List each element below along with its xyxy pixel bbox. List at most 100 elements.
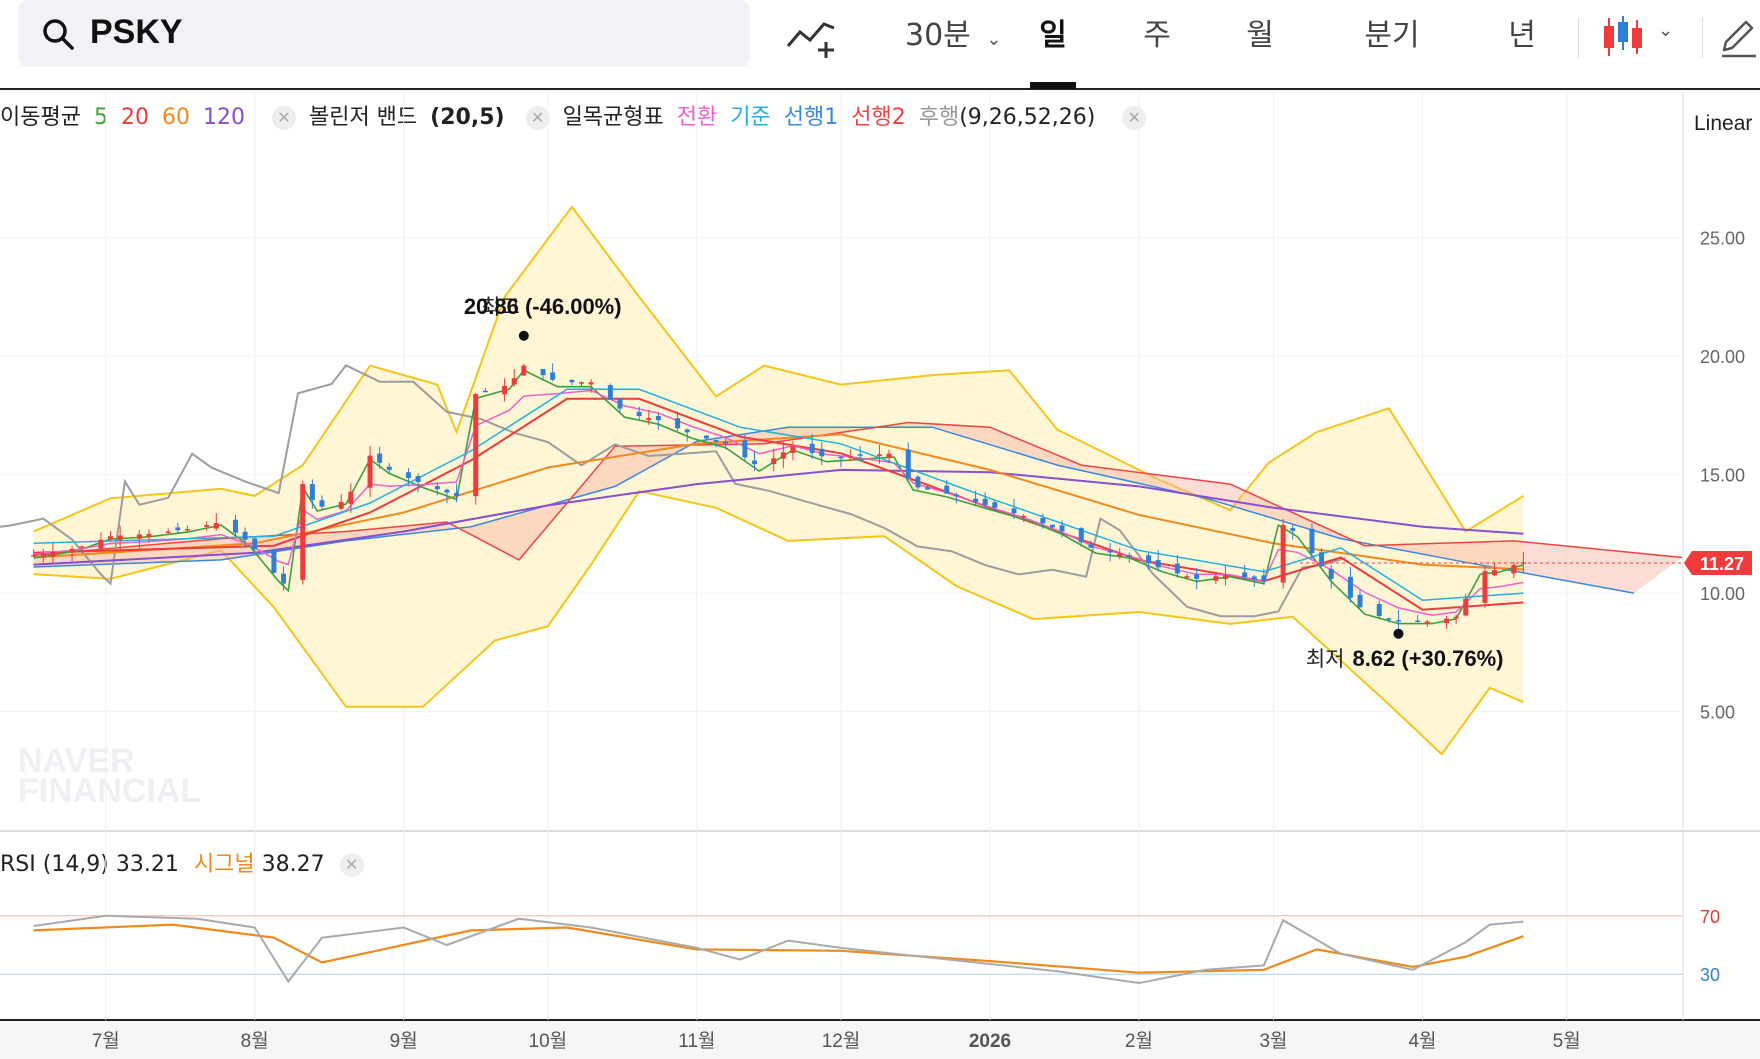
watermark-line2: FINANCIAL — [18, 772, 201, 810]
x-axis-band — [0, 1021, 1760, 1059]
candle-body — [1213, 576, 1219, 581]
rsi-reference-label: 70 — [1700, 907, 1720, 927]
scale-toggle[interactable]: Linear — [1694, 112, 1753, 135]
candle-body — [454, 492, 460, 496]
ichimoku-legend[interactable]: 일목균형표 전환 기준 선행1 선행2 후행(9,26,52,26) — [563, 105, 1109, 130]
x-tick-label: 7월 — [92, 1030, 120, 1052]
ma20-line — [33, 397, 1524, 611]
ma120-line — [33, 468, 1524, 566]
candle-body — [1251, 576, 1257, 580]
candle-body — [1386, 618, 1392, 620]
x-tick-label: 5월 — [1553, 1030, 1581, 1052]
high-label: 최고 — [481, 295, 520, 319]
candle-body — [944, 485, 950, 494]
candle-body — [108, 536, 114, 540]
x-tick-label: 12월 — [822, 1030, 861, 1052]
candle-body — [1395, 620, 1401, 622]
candle-body — [1261, 575, 1267, 582]
toolbar-divider — [1578, 18, 1579, 58]
candle-body — [973, 498, 979, 503]
ichimoku-params: (9,26,52,26) — [959, 105, 1096, 130]
ma-legend[interactable]: 이동평균 5 20 60 120 — [0, 105, 258, 130]
candle-body — [636, 411, 642, 417]
candle-body — [1040, 517, 1046, 524]
candle-body — [309, 484, 315, 500]
candle-body — [1049, 524, 1055, 528]
ma5-line — [33, 369, 1524, 625]
candle-body — [1357, 594, 1363, 608]
ma-period-5: 5 — [93, 105, 108, 130]
candle-body — [415, 476, 421, 483]
candle-body — [1424, 621, 1430, 623]
ma-period-120: 120 — [202, 105, 245, 130]
y-tick-label: 25.00 — [1700, 229, 1745, 249]
bollinger-lower-line — [33, 490, 1524, 756]
pencil-icon[interactable] — [1718, 14, 1758, 58]
candle-body — [1482, 571, 1488, 603]
candle-body — [1415, 620, 1421, 623]
bollinger-upper-line — [33, 205, 1524, 533]
remove-rsi-button[interactable]: ✕ — [339, 853, 364, 877]
x-tick-label: 10월 — [529, 1030, 568, 1052]
chart-type-dropdown[interactable]: ⌄ — [1600, 14, 1680, 60]
candle-body — [40, 553, 46, 558]
candle-body — [146, 533, 152, 538]
tab-quarter[interactable]: 분기 — [1364, 18, 1420, 53]
watermark-line1: NAVER — [18, 742, 135, 780]
y-tick-label: 15.00 — [1700, 466, 1745, 486]
candle-body — [175, 527, 181, 531]
candle-body — [1021, 515, 1027, 518]
candle-body — [915, 476, 921, 488]
add-indicator-icon[interactable] — [786, 14, 838, 58]
candle-body — [1184, 576, 1190, 578]
tab-month[interactable]: 월 — [1246, 18, 1274, 53]
remove-bb-button[interactable]: ✕ — [525, 106, 550, 130]
candle-body — [473, 394, 479, 497]
candle-body — [848, 456, 854, 458]
candle-body — [482, 390, 488, 393]
candle-body — [886, 453, 892, 459]
candle-body — [1117, 553, 1123, 557]
candle-body — [281, 573, 287, 584]
x-tick-label: 11월 — [678, 1030, 715, 1052]
x-tick-label: 2026 — [969, 1031, 1011, 1052]
x-tick-label: 9월 — [390, 1030, 418, 1052]
candle-body — [905, 449, 911, 479]
y-tick-label: 5.00 — [1700, 703, 1735, 723]
candle-body — [1328, 568, 1334, 579]
rsi-reference-label: 30 — [1700, 965, 1720, 985]
tab-year[interactable]: 년 — [1508, 18, 1536, 53]
search-box[interactable]: PSKY — [18, 0, 750, 67]
candlestick-icon — [1604, 16, 1642, 56]
candle-body — [31, 555, 37, 557]
ichimoku-leading2-line — [33, 421, 1683, 561]
bb-legend[interactable]: 볼린저 밴드 (20,5) — [309, 105, 512, 130]
candle-body — [1347, 576, 1353, 598]
tab-day[interactable]: 일 — [1039, 18, 1067, 53]
current-price-label: 11.27 — [1700, 554, 1744, 574]
search-input[interactable]: PSKY — [90, 13, 183, 51]
candle-body — [271, 549, 277, 573]
candle-body — [684, 429, 690, 433]
tab-week[interactable]: 주 — [1143, 18, 1171, 53]
candle-body — [405, 472, 411, 478]
candle-body — [703, 435, 709, 439]
toolbar-divider — [1702, 18, 1703, 58]
candle-body — [338, 501, 344, 509]
candle-body — [50, 551, 56, 558]
candle-body — [1194, 574, 1200, 579]
y-tick-label: 10.00 — [1700, 584, 1745, 604]
candle-body — [242, 531, 248, 540]
remove-ichimoku-button[interactable]: ✕ — [1122, 106, 1147, 130]
rsi-value: 33.21 — [115, 852, 179, 877]
interval-dropdown[interactable]: 30분 ⌄ — [905, 12, 1001, 60]
candle-body — [213, 523, 219, 529]
low-marker — [1393, 628, 1404, 639]
remove-ma-button[interactable]: ✕ — [271, 106, 296, 130]
candle-body — [723, 441, 729, 444]
candle-body — [444, 489, 450, 493]
chevron-down-icon: ⌄ — [1658, 20, 1674, 41]
candle-body — [617, 398, 623, 409]
ichimoku-base: 기준 — [730, 105, 771, 130]
